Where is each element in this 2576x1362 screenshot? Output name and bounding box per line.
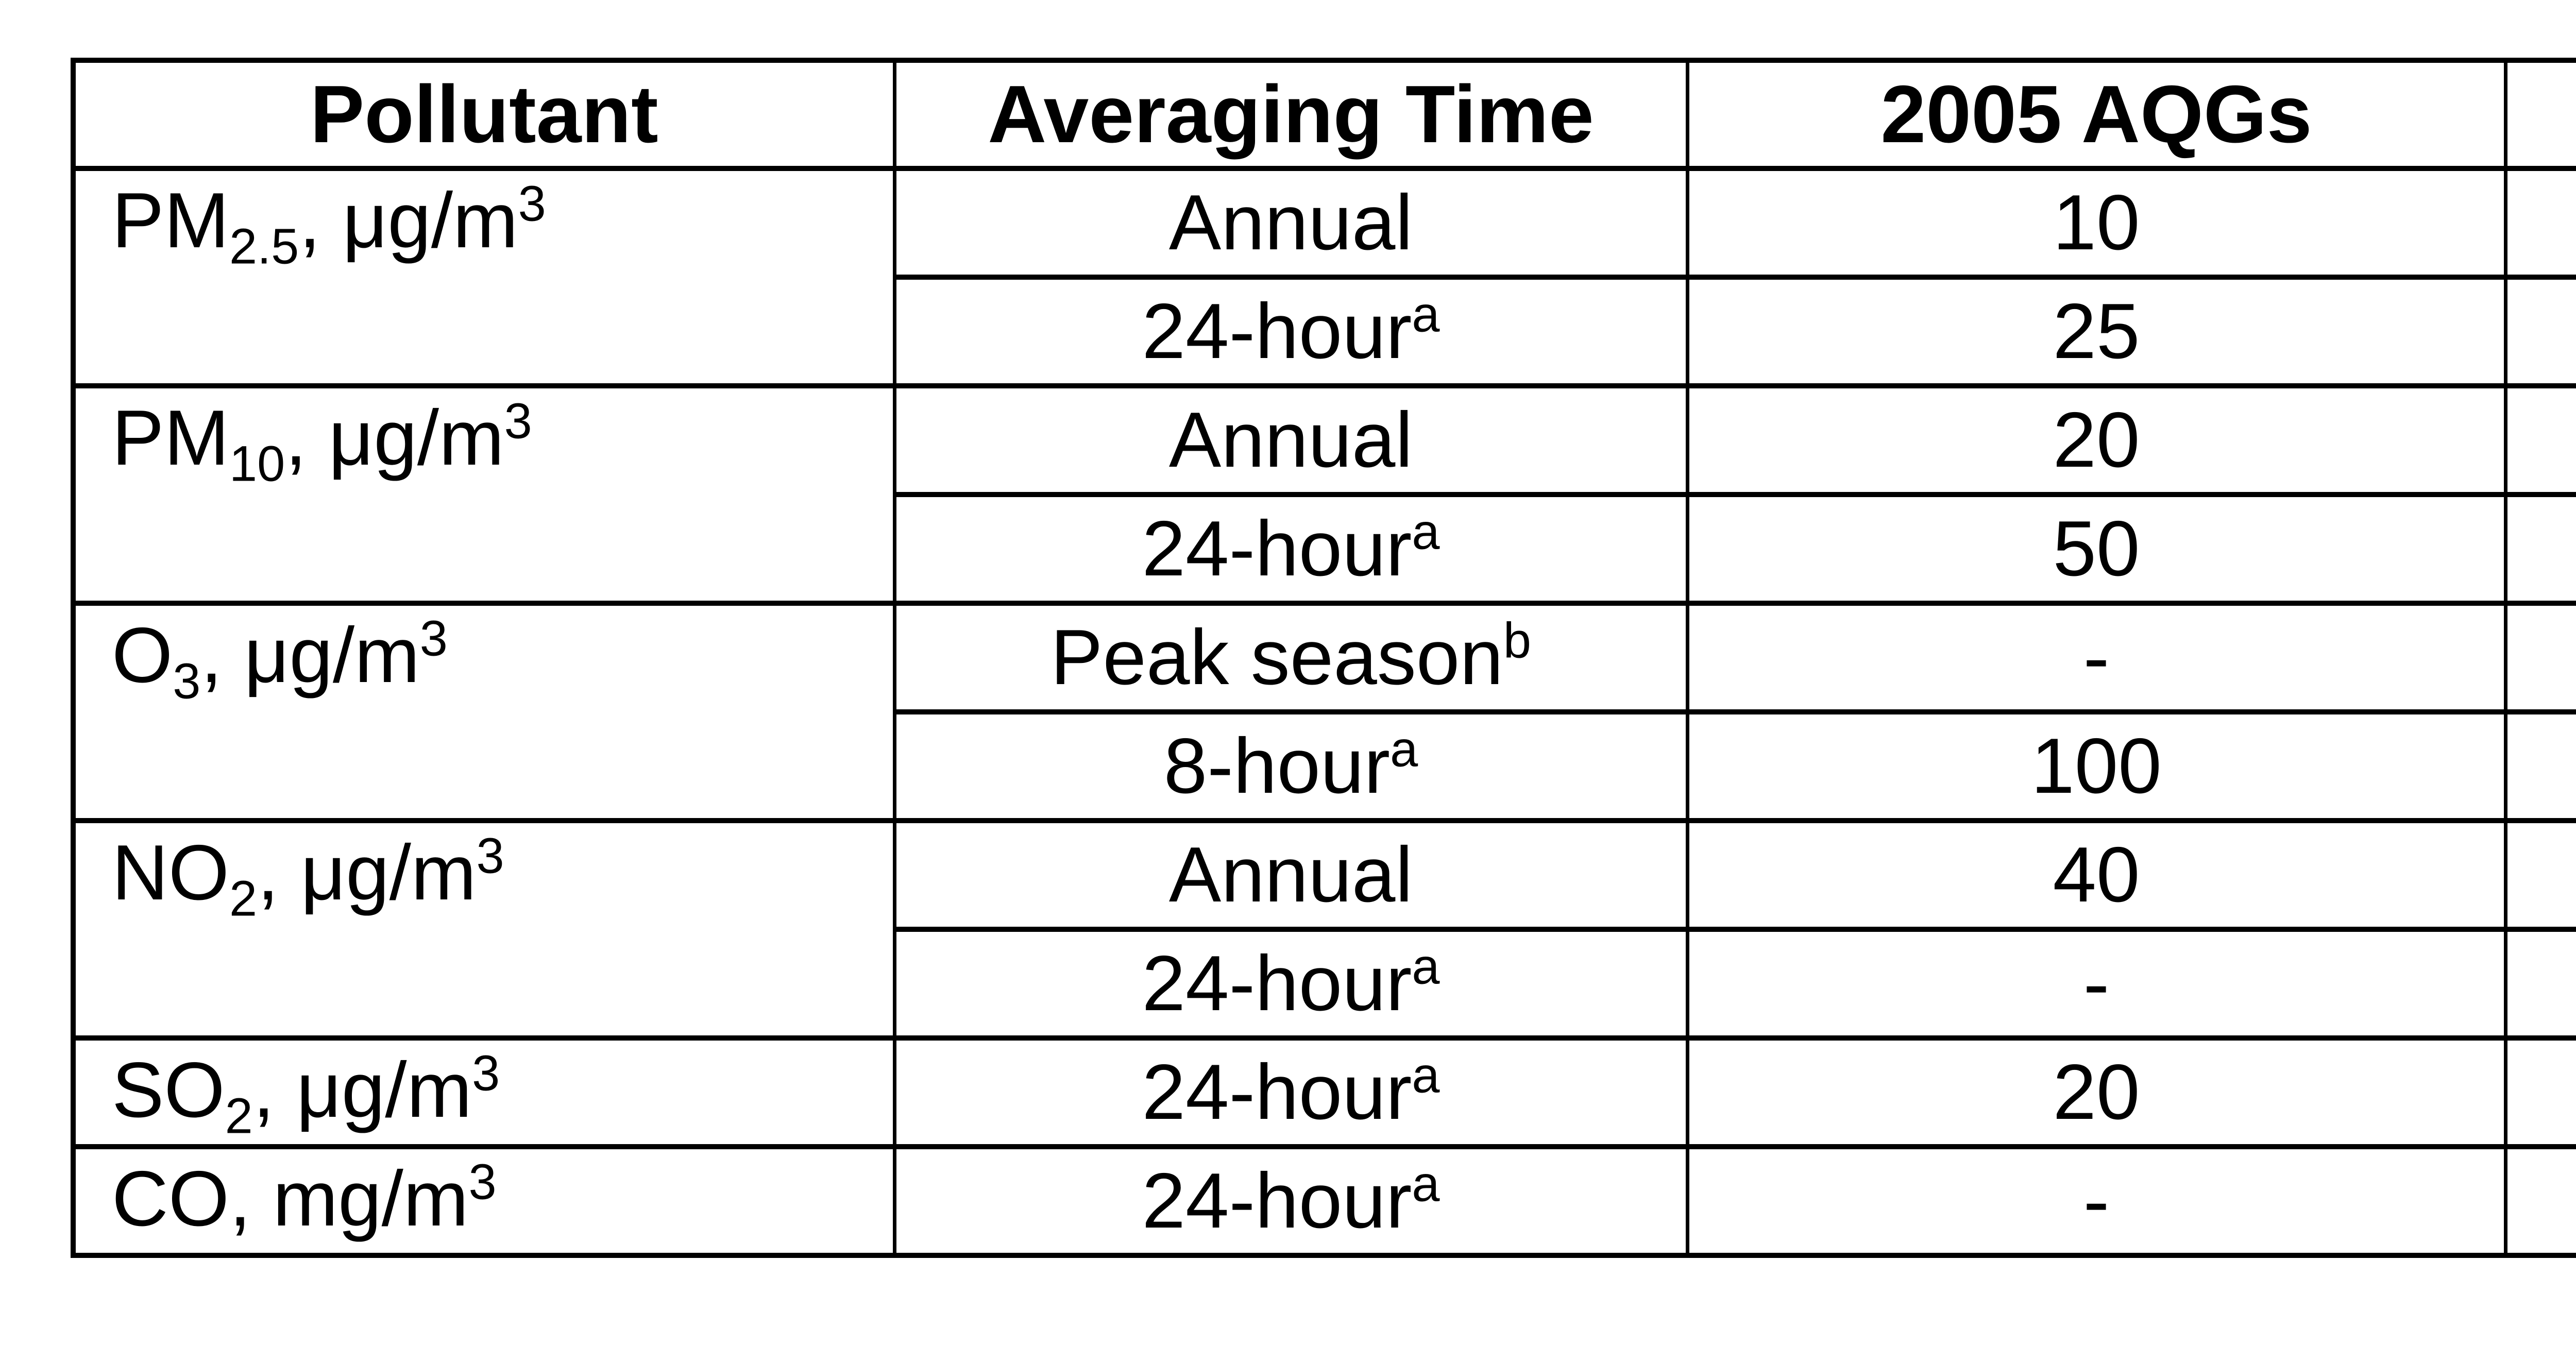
cell-2005-pm25-annual: 10 [1685,166,2507,280]
pollutant-label-no2: NO2, μg/m3 [76,823,893,923]
pollutant-superscript: 3 [504,393,532,449]
header-2021-aqgs: 2021 AQGs [2503,58,2576,171]
time-label: 24-hour [1142,505,1412,592]
cell-time-pm25-annual: Annual [892,166,1689,280]
cell-pollutant-pm10: PM10, μg/m3 [71,383,896,606]
time-label: Peak season [1050,614,1503,701]
pollutant-subscript: 2 [225,1087,253,1144]
cell-pollutant-o3: O3, μg/m3 [71,601,896,823]
cell-2021-no2-annual: 10 [2503,818,2576,932]
pollutant-superscript: 3 [419,610,448,667]
pollutant-subscript: 2.5 [229,218,299,275]
cell-time-co-24hour: 24-houra [892,1144,1689,1258]
cell-time-pm25-24hour: 24-houra [892,275,1689,388]
footnote-marker-a: a [1412,1155,1440,1212]
row-o3-8hour: 8-houra 100 100 [73,709,2576,823]
cell-2021-o3-8hour: 100 [2503,709,2576,823]
cell-2005-o3-peakseason: - [1685,601,2507,714]
time-label: Annual [1168,831,1413,918]
cell-pollutant-no2: NO2, μg/m3 [71,818,896,1041]
footnote-marker-a: a [1412,1047,1440,1103]
pollutant-subscript: 10 [229,435,285,492]
cell-2005-pm10-annual: 20 [1685,383,2507,497]
pollutant-base: PM [112,394,229,482]
cell-2021-pm10-24hour: 45 [2503,492,2576,606]
footnote-marker-a: a [1412,286,1440,343]
header-2005-aqgs: 2005 AQGs [1685,58,2507,171]
cell-2021-co-24hour: 4 [2503,1144,2576,1258]
pollutant-label-pm25: PM2.5, μg/m3 [76,171,893,271]
cell-time-pm10-annual: Annual [892,383,1689,497]
row-co-24hour: CO, mg/m3 24-houra - 4 [71,1144,2576,1258]
time-label: 8-hour [1163,722,1391,810]
pollutant-label-o3: O3, μg/m3 [76,606,893,706]
pollutant-base: CO [112,1155,229,1242]
header-row: Pollutant Averaging Time 2005 AQGs 2021 … [71,58,2576,171]
footnote-marker-a: a [1412,938,1440,995]
row-so2-24hour: SO2, μg/m3 24-houra 20 40 [71,1035,2576,1149]
footnote-marker-a: a [1412,503,1440,560]
row-no2-annual: NO2, μg/m3 Annual 40 10 [71,818,2576,1041]
cell-time-no2-annual: Annual [892,818,1689,932]
cell-2005-pm10-24hour: 50 [1685,492,2507,606]
footnote-marker-b: b [1503,612,1531,669]
header-pollutant: Pollutant [71,58,896,171]
time-label: Annual [1168,396,1413,484]
cell-time-pm10-24hour: 24-houra [892,492,1689,606]
cell-time-so2-24hour: 24-houra [892,1035,1689,1149]
pollutant-superscript: 3 [476,827,504,884]
time-label: Annual [1168,179,1413,266]
row-o3-peakseason: O3, μg/m3 Peak seasonb - 60 [71,601,2576,823]
pollutant-unit: , mg/m [229,1155,469,1242]
cell-2021-pm25-24hour: 15 [2503,275,2576,388]
time-label: 24-hour [1142,1048,1412,1136]
cell-2005-no2-annual: 40 [1685,818,2507,932]
pollutant-unit: , μg/m [200,611,420,699]
aqg-table: Pollutant Averaging Time 2005 AQGs 2021 … [71,58,2576,1258]
pollutant-superscript: 3 [518,175,546,232]
cell-2021-o3-peakseason: 60 [2503,601,2576,714]
time-label: 24-hour [1142,1157,1412,1245]
pollutant-base: O [112,611,173,699]
cell-2005-co-24hour: - [1685,1144,2507,1258]
cell-pollutant-so2: SO2, μg/m3 [71,1035,896,1149]
cell-2005-pm25-24hour: 25 [1685,275,2507,388]
row-pm10-24hour: 24-houra 50 45 [73,492,2576,606]
cell-2021-no2-24hour: 25 [2503,927,2576,1041]
row-pm25-24hour: 24-houra 25 15 [73,275,2576,388]
pollutant-base: SO [112,1046,225,1134]
pollutant-base: PM [112,177,229,264]
cell-2005-no2-24hour: - [1685,927,2507,1041]
cell-time-o3-8hour: 8-houra [892,709,1689,823]
time-label: 24-hour [1142,287,1412,375]
pollutant-unit: , μg/m [299,177,518,264]
cell-pollutant-pm25: PM2.5, μg/m3 [71,166,896,388]
pollutant-unit: , μg/m [257,829,477,916]
pollutant-superscript: 3 [468,1153,497,1210]
pollutant-label-pm10: PM10, μg/m3 [76,388,893,488]
cell-pollutant-co: CO, mg/m3 [71,1144,896,1258]
pollutant-superscript: 3 [472,1045,500,1101]
cell-2005-o3-8hour: 100 [1685,709,2507,823]
pollutant-subscript: 3 [173,653,201,709]
cell-time-o3-peakseason: Peak seasonb [892,601,1689,714]
pollutant-label-co: CO, mg/m3 [76,1149,893,1248]
time-label: 24-hour [1142,940,1412,1027]
cell-2021-pm10-annual: 15 [2503,383,2576,497]
pollutant-subscript: 2 [229,870,258,927]
cell-2021-pm25-annual: 5 [2503,166,2576,280]
cell-time-no2-24hour: 24-houra [892,927,1689,1041]
cell-2021-so2-24hour: 40 [2503,1035,2576,1149]
pollutant-unit: , μg/m [252,1046,472,1134]
pollutant-label-so2: SO2, μg/m3 [76,1041,893,1140]
row-pm10-annual: PM10, μg/m3 Annual 20 15 [71,383,2576,606]
row-no2-24hour: 24-houra - 25 [73,927,2576,1041]
pollutant-base: NO [112,829,229,916]
footnote-marker-a: a [1390,721,1418,777]
header-averaging-time: Averaging Time [892,58,1689,171]
row-pm25-annual: PM2.5, μg/m3 Annual 10 5 [71,166,2576,388]
cell-2005-so2-24hour: 20 [1685,1035,2507,1149]
pollutant-unit: , μg/m [285,394,504,482]
